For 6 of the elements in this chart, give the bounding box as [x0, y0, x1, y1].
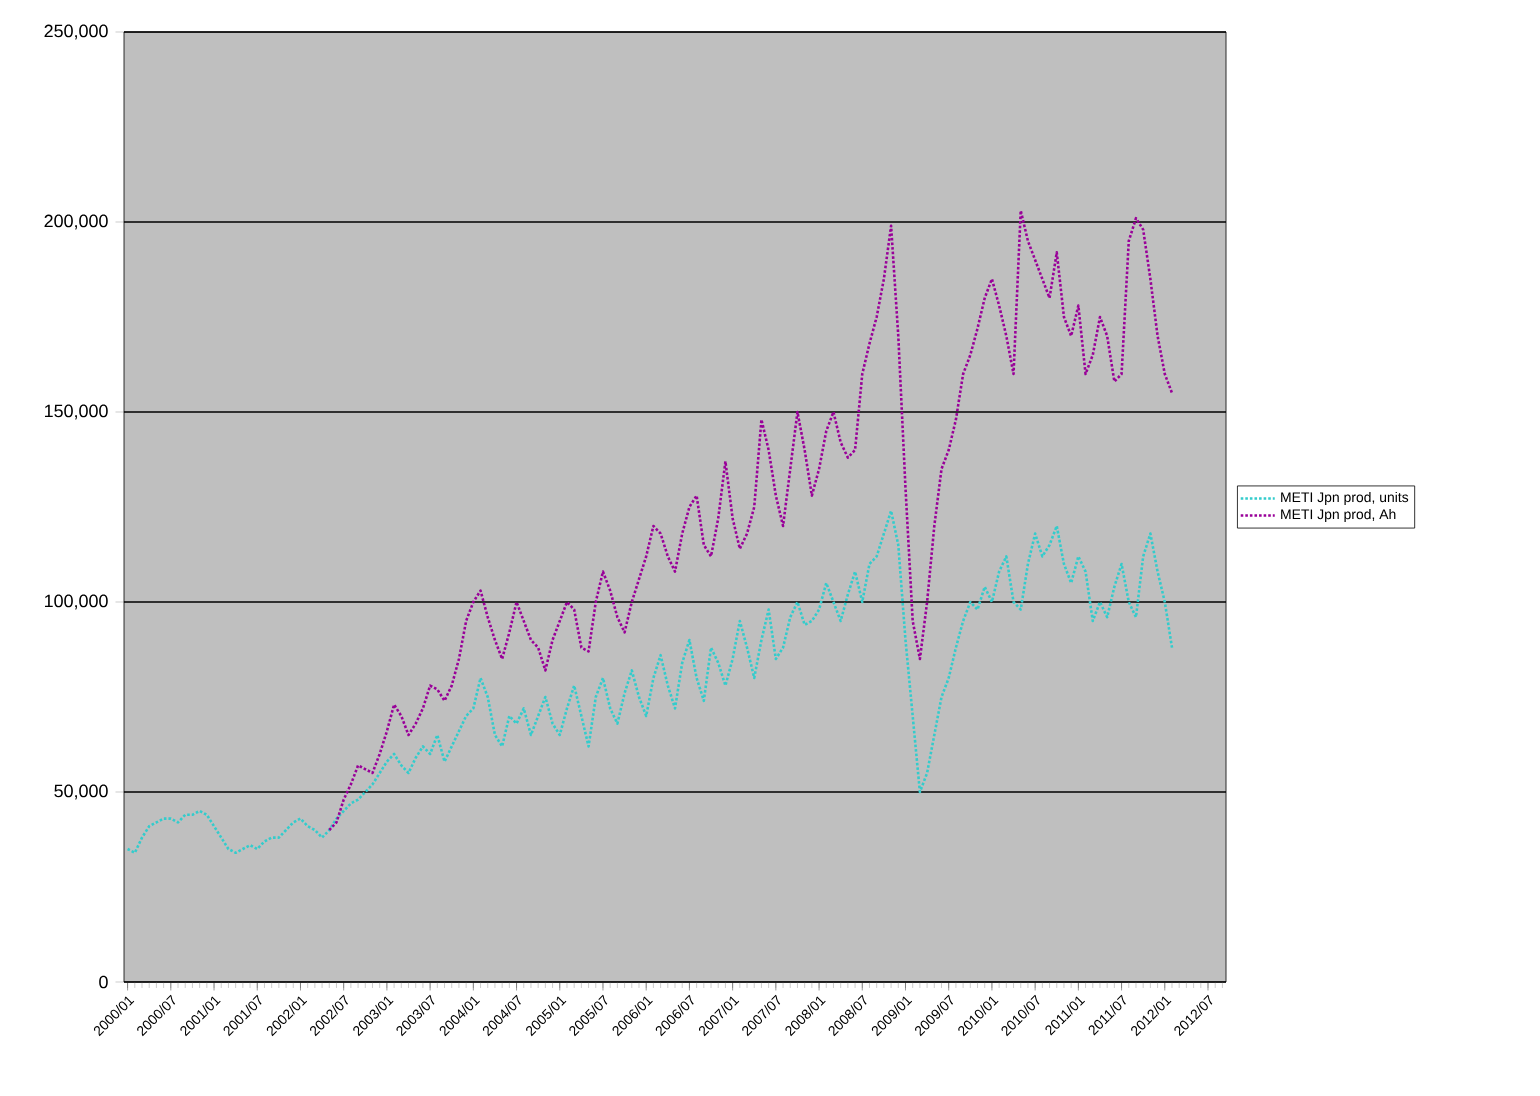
y-tick-label: 50,000	[54, 784, 108, 800]
y-tick-label: 100,000	[45, 594, 108, 610]
y-tick-label: 0	[99, 975, 108, 989]
y-tick-label: 150,000	[45, 404, 108, 420]
y-tick-label: 250,000	[44, 24, 108, 40]
y-tick-label: 200,000	[44, 214, 108, 230]
